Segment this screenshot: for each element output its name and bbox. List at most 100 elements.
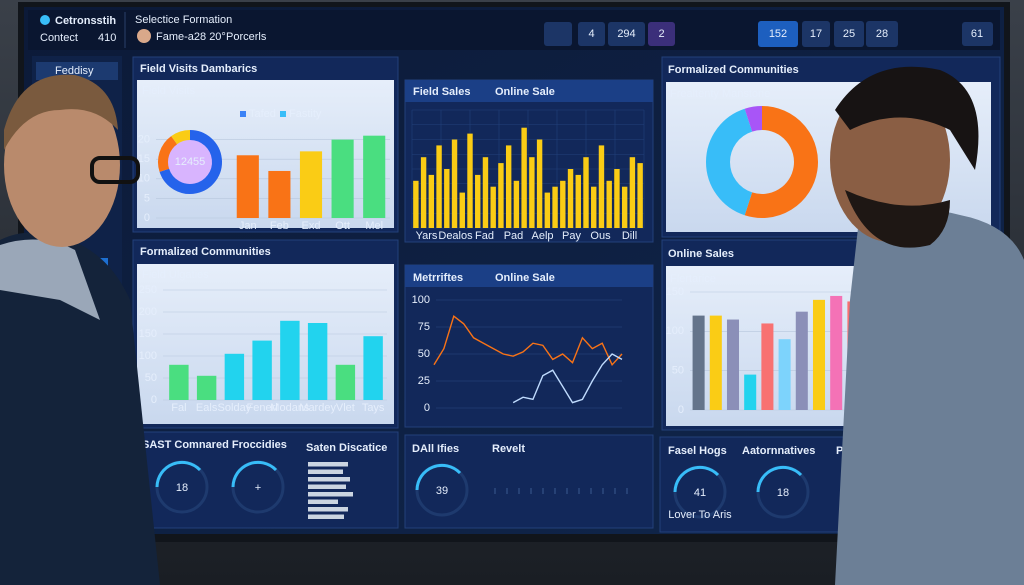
panel-title: DAll Ifies	[412, 443, 459, 455]
donut-segment	[159, 130, 222, 194]
bar	[475, 174, 481, 228]
x-tick-label: Exd	[302, 220, 321, 232]
gauge-arc	[231, 460, 278, 488]
y-tick-label: 75	[418, 321, 430, 333]
line	[512, 353, 623, 404]
bar	[236, 155, 259, 218]
bar	[363, 135, 386, 218]
donut-center: 12455	[175, 156, 206, 168]
bar	[280, 320, 300, 400]
mini-bar	[308, 499, 338, 504]
screen-title: Selectice Formation	[135, 14, 232, 26]
mini-bar	[308, 507, 348, 512]
gauge-value: 18	[176, 482, 188, 494]
brand-code: 410	[98, 32, 116, 44]
bar	[830, 295, 843, 410]
x-tick-label: Solday	[218, 402, 252, 414]
kpi-box	[758, 21, 798, 47]
bar	[778, 339, 791, 410]
kpi-box	[802, 21, 830, 47]
bar	[614, 169, 620, 228]
x-tick-label: Pay	[562, 230, 581, 242]
gauge-arc	[155, 460, 202, 488]
bar	[726, 319, 740, 410]
panel-title: Field Visits Dambarics	[140, 63, 257, 75]
bar	[307, 323, 328, 400]
kpi: 17	[810, 28, 822, 40]
x-tick-label: Pad	[504, 230, 524, 242]
sidebar-item[interactable]: Feddisy	[55, 65, 94, 77]
bar	[637, 163, 643, 228]
bar	[606, 180, 612, 228]
x-tick-label: Modans	[270, 402, 310, 414]
x-tick-label: Tays	[362, 402, 385, 414]
x-tick-label: Ott	[335, 220, 350, 232]
icon-box	[544, 22, 572, 46]
glasses	[90, 156, 140, 184]
panel-subtitle: Flertarice	[670, 273, 716, 285]
bar	[709, 315, 722, 410]
bar	[459, 192, 465, 228]
gauge-value: 39	[436, 485, 448, 497]
bar	[621, 186, 628, 228]
bar	[363, 336, 383, 400]
bar	[744, 374, 757, 410]
gauge-caption: Lover To Aris	[668, 509, 732, 521]
y-tick-label: 100	[412, 294, 430, 306]
panel-header	[405, 80, 653, 102]
legend-swatch	[280, 111, 286, 117]
donut-segment	[744, 106, 763, 132]
y-tick-label: 150	[666, 286, 684, 298]
x-tick-label: Dealos	[438, 230, 473, 242]
x-tick-label: Fad	[475, 230, 494, 242]
left-person-head	[4, 83, 120, 247]
donut-segment	[171, 130, 191, 145]
bar	[335, 364, 356, 400]
bar	[451, 139, 458, 228]
kpi-box	[866, 21, 898, 47]
bar	[420, 157, 427, 228]
kpi: 294	[617, 28, 635, 40]
panel-header	[405, 265, 653, 287]
y-tick-label: 5	[144, 192, 150, 204]
bar	[169, 364, 189, 400]
panel-title: Metrriftes	[413, 272, 463, 284]
gauge-arc	[756, 465, 803, 493]
y-tick-label: 20	[138, 134, 150, 146]
gauge-value: 18	[777, 487, 789, 499]
panel-subtitle: Field Ulgaties	[142, 269, 209, 281]
bar	[331, 139, 354, 218]
kpi-box	[962, 22, 993, 46]
y-tick-label: 0	[144, 212, 150, 224]
mini-bar	[308, 477, 350, 482]
gauge-value: 41	[694, 487, 706, 499]
panel-title: Formalized Communities	[668, 64, 799, 76]
content: 4 294 2 152 17 25 28 61 Field Visits Dambarics Fi…	[132, 21, 1001, 533]
y-tick-label: 10	[138, 173, 150, 185]
bar	[252, 340, 272, 400]
y-tick-label: 150	[139, 328, 157, 340]
bar	[575, 174, 581, 228]
x-tick-label: Eals	[196, 402, 218, 414]
bar	[513, 180, 520, 228]
bar	[544, 192, 551, 228]
donut-segment	[706, 108, 753, 216]
y-tick-label: 0	[424, 402, 430, 414]
panel-title: Aatornnatives	[742, 445, 815, 457]
bar	[629, 157, 636, 228]
user-tag: Porcerls	[226, 31, 267, 43]
bar	[490, 186, 496, 228]
x-tick-label: Aelp	[531, 230, 553, 242]
bar	[196, 375, 217, 400]
x-tick-label: Jan	[239, 220, 257, 232]
left-person-body	[0, 232, 160, 585]
y-tick-label: 100	[666, 325, 684, 337]
brand: Cetronsstih	[55, 15, 116, 27]
y-tick-label: 50	[672, 365, 684, 377]
gauge-arc	[415, 463, 462, 491]
brand-sub: Contect	[40, 32, 78, 44]
kpi: 4	[588, 28, 594, 40]
panel-title: Fasel Hogs	[668, 445, 727, 457]
x-tick-label: Feb	[270, 220, 289, 232]
bar	[795, 311, 808, 410]
